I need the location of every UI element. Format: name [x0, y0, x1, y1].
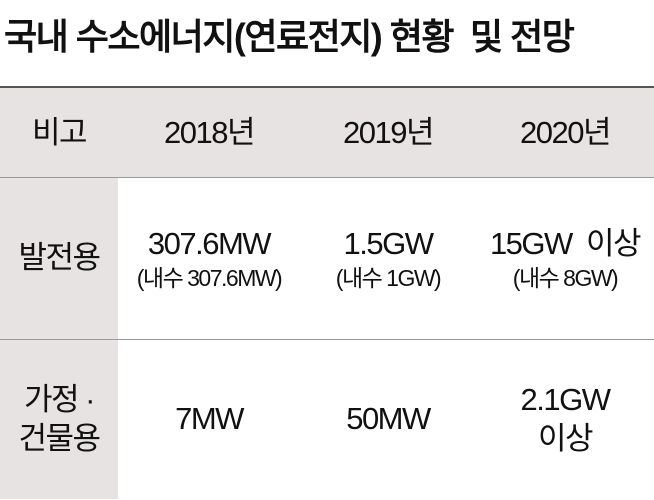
data-cell: 2.1GW 이상 — [476, 340, 654, 499]
top-rule — [0, 86, 654, 88]
cell-text: 발전용 — [18, 240, 101, 276]
cell-text: 1.5GW — [343, 225, 434, 261]
cell-text: 가정 · — [24, 381, 95, 417]
title: 국내 수소에너지(연료전지) 현황 및 전망 — [4, 16, 575, 57]
header-background — [0, 88, 654, 178]
header-cell: 2020년 — [476, 88, 654, 178]
row-label-cell: 가정 · 건물용 — [0, 340, 118, 499]
cell-text: (내수 1GW) — [335, 264, 442, 291]
row-divider — [0, 339, 654, 340]
data-cell: 15GW 이상 (내수 8GW) — [476, 178, 654, 339]
cell-text: 2.1GW — [520, 381, 611, 417]
cell-text: 15GW 이상 — [489, 225, 642, 261]
header-cell: 비고 — [0, 88, 118, 178]
cell-text: 50MW — [346, 401, 431, 437]
row-divider — [0, 177, 654, 178]
header-text: 비고 — [31, 114, 88, 150]
data-cell: 7MW — [118, 340, 300, 499]
data-cell: 50MW — [300, 340, 476, 499]
cell-text: 307.6MW — [147, 225, 272, 261]
cell-text: (내수 8GW) — [512, 264, 619, 291]
data-cell: 1.5GW (내수 1GW) — [300, 178, 476, 339]
data-cell: 307.6MW (내수 307.6MW) — [118, 178, 300, 339]
header-cell: 2019년 — [300, 88, 476, 178]
row-label-cell: 발전용 — [0, 178, 118, 339]
header-cell: 2018년 — [118, 88, 300, 178]
header-text: 2018년 — [164, 114, 255, 150]
cell-text: 건물용 — [18, 420, 101, 456]
cell-text: 이상 — [537, 420, 594, 456]
cell-text: 7MW — [175, 401, 244, 437]
header-text: 2020년 — [520, 114, 611, 150]
header-text: 2019년 — [343, 114, 434, 150]
cell-text: (내수 307.6MW) — [136, 264, 283, 291]
